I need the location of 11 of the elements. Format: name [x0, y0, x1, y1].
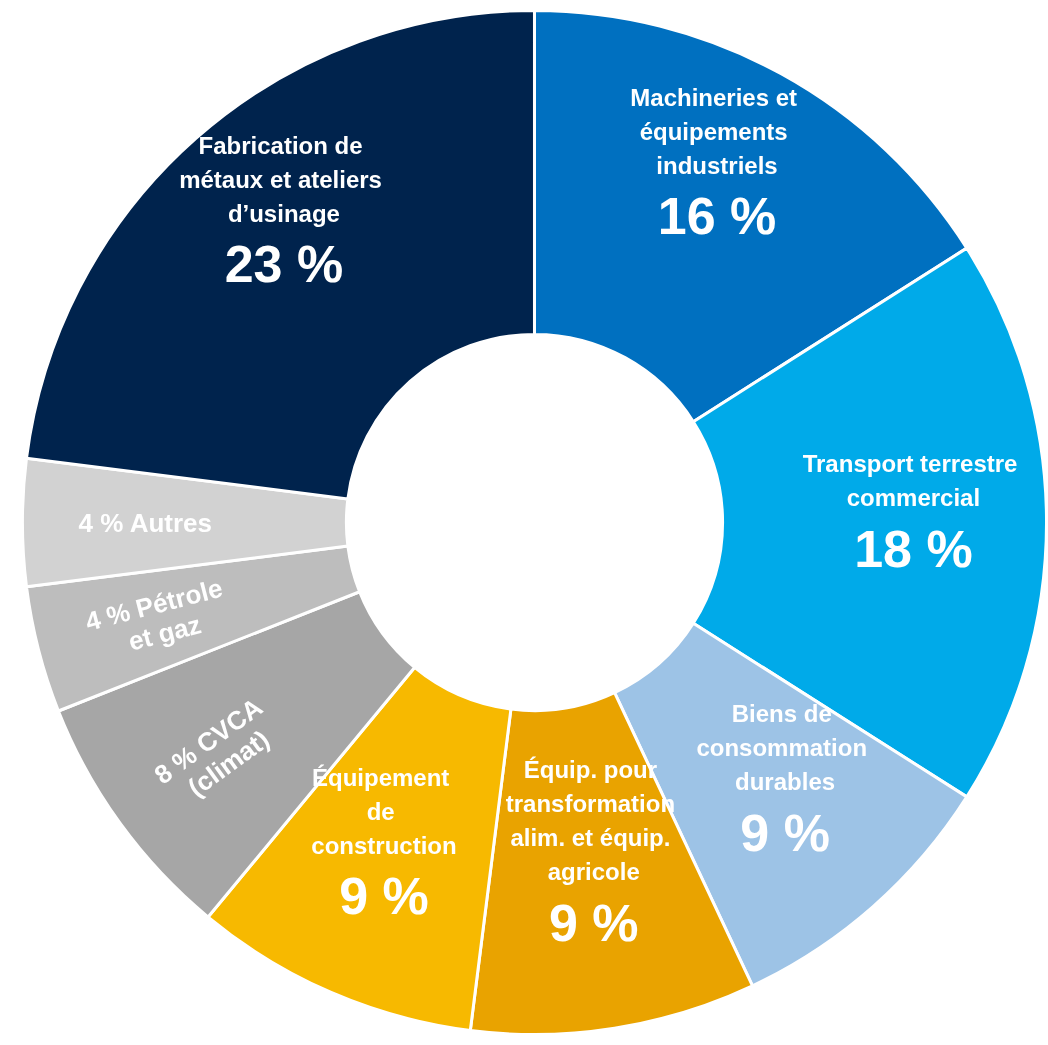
- data-label: 9 %: [740, 803, 830, 862]
- slice-label: 4 % Pétrole et gaz: [82, 572, 226, 659]
- slice-label: Transport terrestre commercial: [802, 450, 1025, 511]
- data-label: 23 %: [224, 235, 344, 294]
- slice-label: Machineries et équipements industriels: [630, 83, 804, 179]
- data-label: 9 %: [548, 893, 639, 952]
- slice-label: Fabrication de métaux et ateliers d’usinage: [179, 131, 389, 227]
- slice-label: Biens de consommation durables: [696, 700, 874, 796]
- data-label: 16 %: [657, 187, 777, 246]
- data-label: 9 %: [339, 867, 429, 926]
- data-label: 18 %: [854, 519, 973, 578]
